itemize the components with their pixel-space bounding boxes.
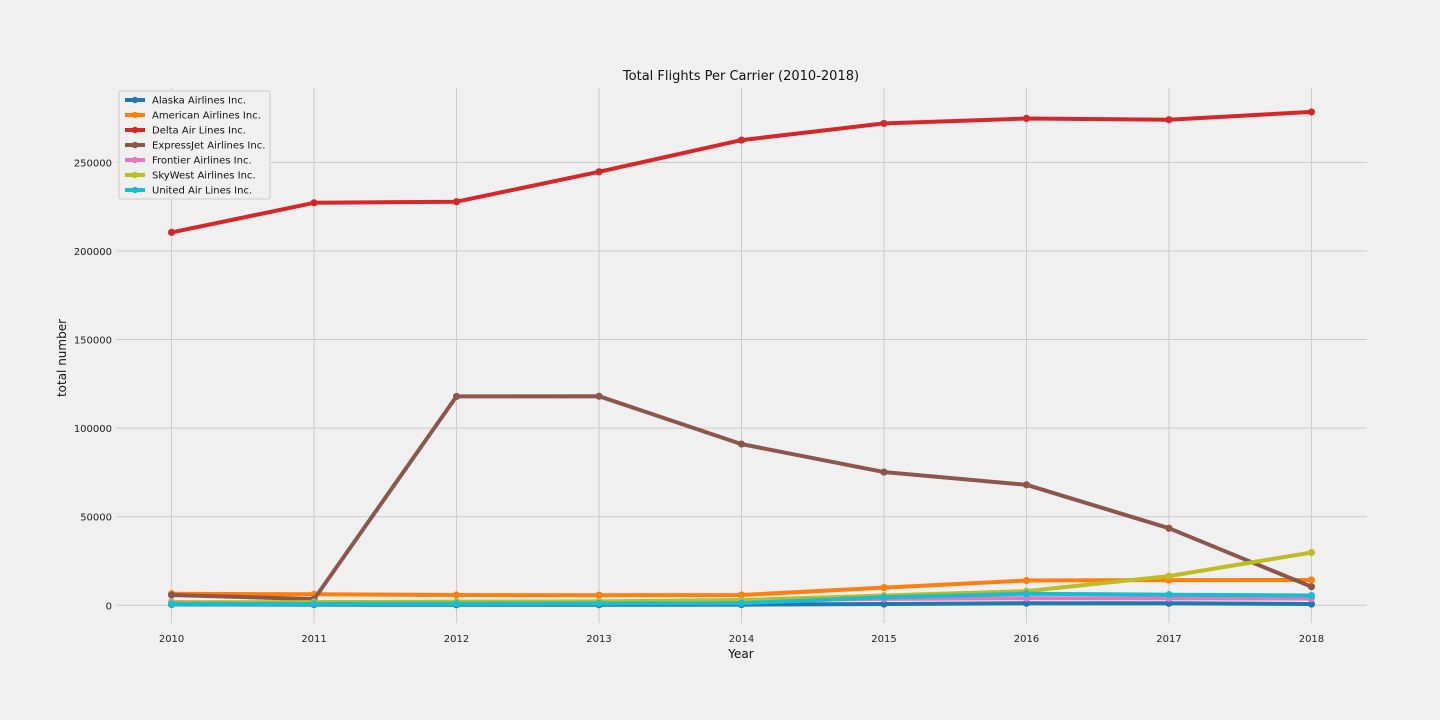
x-axis-label: Year <box>727 647 753 661</box>
data-point <box>737 440 746 448</box>
legend-marker <box>131 186 139 194</box>
y-tick-label: 100000 <box>74 424 112 435</box>
data-point <box>595 168 603 176</box>
data-point <box>1165 599 1173 607</box>
chart-title: Total Flights Per Carrier (2010-2018) <box>622 69 859 84</box>
y-tick-label: 50000 <box>80 513 112 524</box>
data-point <box>167 600 176 608</box>
data-point <box>880 600 888 608</box>
legend-label: SkyWest Airlines Inc. <box>152 171 256 182</box>
data-point <box>880 593 888 601</box>
data-point <box>880 583 888 592</box>
data-point <box>1022 599 1031 607</box>
legend-entry: Alaska Airlines Inc. <box>125 96 246 107</box>
data-point <box>1022 481 1031 489</box>
data-point <box>737 591 746 599</box>
data-point <box>1022 576 1031 585</box>
legend-label: ExpressJet Airlines Inc. <box>152 141 265 152</box>
data-point <box>310 600 318 608</box>
legend-entry: United Air Lines Inc. <box>125 186 252 197</box>
y-tick-label: 250000 <box>74 158 112 169</box>
data-point <box>1165 524 1173 532</box>
data-point <box>1022 114 1031 123</box>
data-point <box>1307 548 1316 557</box>
data-point <box>595 599 603 608</box>
data-point <box>595 392 603 400</box>
data-point <box>1165 572 1173 580</box>
data-point <box>452 198 461 206</box>
x-tick-labels: 2010 2011 2012 2013 2014 2015 2016 2017 2018 <box>159 634 1324 645</box>
data-point <box>1307 108 1316 116</box>
x-tick-label: 2011 <box>301 634 326 645</box>
series-group <box>167 590 1316 608</box>
legend-label: Alaska Airlines Inc. <box>152 96 246 107</box>
data-point <box>595 591 603 599</box>
x-tick-label: 2018 <box>1299 634 1324 645</box>
data-point <box>1307 600 1316 608</box>
legend-entry: SkyWest Airlines Inc. <box>125 171 256 182</box>
legend-label: Delta Air Lines Inc. <box>152 126 246 137</box>
y-axis-label: total number <box>55 319 69 397</box>
y-tick-label: 200000 <box>74 247 112 258</box>
legend-marker <box>131 141 139 149</box>
data-point <box>1307 591 1316 600</box>
series-lines <box>167 108 1316 609</box>
series-group <box>167 108 1316 236</box>
legend-label: Frontier Airlines Inc. <box>152 156 252 167</box>
data-point <box>452 600 461 608</box>
data-point <box>310 199 318 207</box>
data-point <box>880 468 888 476</box>
data-point <box>167 591 176 599</box>
x-tick-label: 2016 <box>1014 634 1039 645</box>
legend-entry: Frontier Airlines Inc. <box>125 156 252 167</box>
y-tick-label: 150000 <box>74 336 112 347</box>
data-point <box>452 392 461 401</box>
data-point <box>1165 116 1173 124</box>
data-point <box>1022 590 1031 598</box>
legend-label: American Airlines Inc. <box>152 111 261 122</box>
data-point <box>880 119 888 128</box>
legend-marker <box>131 171 139 179</box>
data-point <box>1307 583 1316 591</box>
legend-entry: American Airlines Inc. <box>125 111 261 122</box>
x-tick-label: 2010 <box>159 634 184 645</box>
legend-marker <box>131 126 139 134</box>
data-point <box>167 228 176 236</box>
data-point <box>1307 576 1316 584</box>
data-point <box>737 136 746 144</box>
legend-marker <box>131 96 139 104</box>
x-tick-label: 2013 <box>586 634 611 645</box>
legend-label: United Air Lines Inc. <box>152 186 252 197</box>
legend-entry: Delta Air Lines Inc. <box>125 126 246 137</box>
data-point <box>737 599 746 607</box>
data-point <box>452 591 461 599</box>
legend-entry: ExpressJet Airlines Inc. <box>125 141 265 152</box>
x-tick-label: 2015 <box>871 634 896 645</box>
y-tick-labels: 0 50000 100000 150000 200000 250000 <box>74 158 112 612</box>
data-point <box>1165 591 1173 599</box>
y-tick-label: 0 <box>106 601 112 612</box>
x-tick-label: 2014 <box>729 634 754 645</box>
legend-marker <box>131 111 139 119</box>
legend-box <box>118 90 271 200</box>
legend-marker <box>131 156 139 164</box>
x-tick-label: 2017 <box>1156 634 1181 645</box>
legend: Alaska Airlines Inc. American Airlines In… <box>118 90 271 200</box>
x-tick-label: 2012 <box>444 634 469 645</box>
